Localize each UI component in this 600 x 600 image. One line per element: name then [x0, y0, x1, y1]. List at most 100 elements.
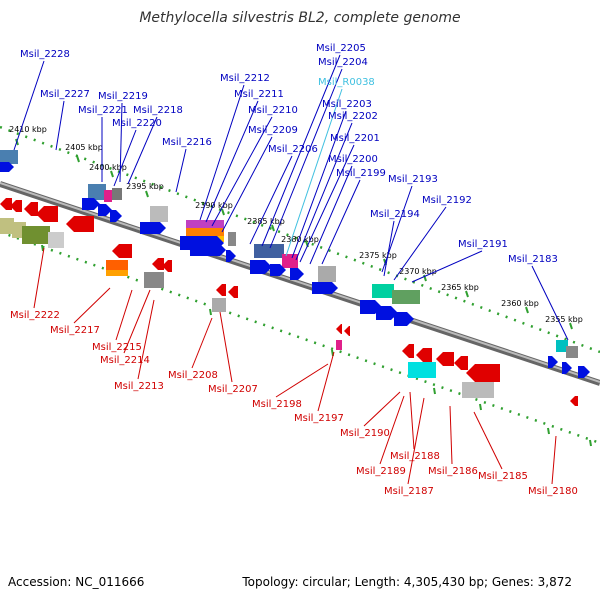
forward-gene-label[interactable]: Msil_R0038: [318, 77, 375, 88]
reverse-gene-arrow[interactable]: [0, 198, 12, 210]
reverse-gene-label[interactable]: Msil_2187: [384, 486, 434, 497]
reverse-gene-label[interactable]: Msil_2190: [340, 428, 390, 439]
reverse-gene-arrow[interactable]: [466, 364, 500, 382]
forward-gene-label[interactable]: Msil_2192: [422, 195, 472, 206]
reverse-gene-arrow[interactable]: [216, 284, 226, 296]
forward-gene-label[interactable]: Msil_2209: [248, 125, 298, 136]
reverse-gene-label[interactable]: Msil_2208: [168, 370, 218, 381]
forward-gene-label[interactable]: Msil_2216: [162, 137, 212, 148]
forward-callout-line: [393, 206, 447, 281]
reverse-gene-arrow[interactable]: [416, 348, 432, 362]
forward-gene-label[interactable]: Msil_2191: [458, 239, 508, 250]
forward-gene-label[interactable]: Msil_2205: [316, 43, 366, 54]
forward-gene-arrow[interactable]: [562, 362, 572, 374]
reverse-gene-arrow[interactable]: [24, 202, 38, 216]
reverse-gene-arrow[interactable]: [36, 206, 58, 222]
forward-gene-label[interactable]: Msil_2199: [336, 168, 386, 179]
forward-gene-label[interactable]: Msil_2204: [318, 57, 368, 68]
forward-gene-label[interactable]: Msil_2194: [370, 209, 420, 220]
forward-gene-label[interactable]: Msil_2203: [322, 99, 372, 110]
forward-gene-label[interactable]: Msil_2218: [133, 105, 183, 116]
reverse-gene-label[interactable]: Msil_2185: [478, 471, 528, 482]
tick-mark: [433, 387, 436, 395]
forward-callout-line: [295, 122, 353, 261]
forward-gene-arrow[interactable]: [110, 210, 122, 222]
reverse-gene-arrow[interactable]: [112, 244, 132, 258]
reverse-gene-label[interactable]: Msil_2188: [390, 451, 440, 462]
map-title: Methylocella silvestris BL2, complete ge…: [139, 10, 461, 26]
tick-mark: [76, 155, 80, 163]
forward-gene-label[interactable]: Msil_2193: [388, 174, 438, 185]
forward-gene-arrow[interactable]: [226, 250, 236, 262]
reverse-gene-arrow[interactable]: [66, 216, 94, 232]
forward-gene-arrow[interactable]: [376, 306, 398, 320]
forward-gene-label[interactable]: Msil_2201: [330, 133, 380, 144]
forward-gene-arrow[interactable]: [290, 268, 304, 280]
reverse-gene-label[interactable]: Msil_2214: [100, 355, 150, 366]
reverse-gene-label[interactable]: Msil_2198: [252, 399, 302, 410]
forward-gene-label[interactable]: Msil_2200: [328, 154, 378, 165]
forward-gene-arrow[interactable]: [82, 198, 100, 210]
forward-callout-line: [411, 250, 483, 283]
tick-mark: [465, 290, 469, 298]
reverse-gene-arrow[interactable]: [336, 324, 342, 334]
forward-callout-line: [13, 60, 45, 151]
tick-mark: [569, 322, 573, 330]
forward-gene-arrow[interactable]: [548, 356, 558, 368]
reverse-gene-label[interactable]: Msil_2222: [10, 310, 60, 321]
reverse-gene-arrow[interactable]: [402, 344, 414, 358]
forward-gene-arrow[interactable]: [140, 222, 166, 234]
forward-gene-arrow[interactable]: [578, 366, 590, 378]
reverse-gene-arrow[interactable]: [436, 352, 454, 366]
forward-callout-line: [269, 68, 343, 249]
forward-gene-arrow[interactable]: [98, 204, 112, 216]
reverse-gene-label[interactable]: Msil_2215: [92, 342, 142, 353]
forward-gene-arrow[interactable]: [190, 244, 226, 256]
reverse-gene-arrow[interactable]: [570, 396, 578, 406]
forward-gene-arrow[interactable]: [394, 312, 414, 326]
reverse-callout-line: [449, 405, 453, 465]
gene-features: [0, 150, 578, 398]
reverse-gene-label[interactable]: Msil_2180: [528, 486, 578, 497]
reverse-gene-label[interactable]: Msil_2186: [428, 466, 478, 477]
forward-gene-label[interactable]: Msil_2221: [78, 105, 128, 116]
forward-callout-line: [113, 129, 137, 187]
forward-callout-line: [299, 144, 355, 263]
forward-gene-arrow[interactable]: [250, 260, 272, 274]
tick-label: 2360 kbp: [501, 299, 539, 308]
forward-gene-label[interactable]: Msil_2202: [328, 111, 378, 122]
tick-label: 2375 kbp: [359, 251, 397, 260]
forward-gene-arrow[interactable]: [0, 162, 14, 172]
forward-gene-label[interactable]: Msil_2220: [112, 118, 162, 129]
reverse-gene-arrow[interactable]: [344, 326, 350, 336]
reverse-gene-arrow[interactable]: [10, 200, 22, 212]
tick-label: 2370 kbp: [399, 267, 437, 276]
reverse-callout-line: [33, 247, 45, 309]
accession-text: Accession: NC_011666: [8, 575, 145, 589]
forward-gene-arrow[interactable]: [312, 282, 338, 294]
reverse-gene-label[interactable]: Msil_2213: [114, 381, 164, 392]
forward-gene-label[interactable]: Msil_2211: [234, 89, 284, 100]
reverse-gene-label[interactable]: Msil_2207: [208, 384, 258, 395]
tick-mark: [221, 208, 225, 216]
forward-gene-label[interactable]: Msil_2210: [248, 105, 298, 116]
forward-gene-label[interactable]: Msil_2212: [220, 73, 270, 84]
reverse-gene-arrow[interactable]: [454, 356, 468, 370]
forward-callout-line: [309, 165, 353, 265]
reverse-gene-arrow[interactable]: [228, 286, 238, 298]
reverse-gene-arrow[interactable]: [152, 258, 164, 270]
tick-mark: [547, 427, 550, 435]
forward-gene-arrow[interactable]: [270, 264, 286, 276]
reverse-callout-line: [317, 351, 335, 412]
reverse-gene-label[interactable]: Msil_2217: [50, 325, 100, 336]
forward-gene-label[interactable]: Msil_2228: [20, 49, 70, 60]
reverse-gene-label[interactable]: Msil_2197: [294, 413, 344, 424]
forward-gene-label[interactable]: Msil_2219: [98, 91, 148, 102]
gene-labels: Msil_2228 Msil_2227 Msil_2221 Msil_2219 Msil…: [10, 43, 578, 497]
forward-gene-label[interactable]: Msil_2206: [268, 144, 318, 155]
forward-gene-label[interactable]: Msil_2183: [508, 254, 558, 265]
forward-gene-label[interactable]: Msil_2227: [40, 89, 90, 100]
reverse-gene-label[interactable]: Msil_2189: [356, 466, 406, 477]
reverse-gene-arrow[interactable]: [162, 260, 172, 272]
